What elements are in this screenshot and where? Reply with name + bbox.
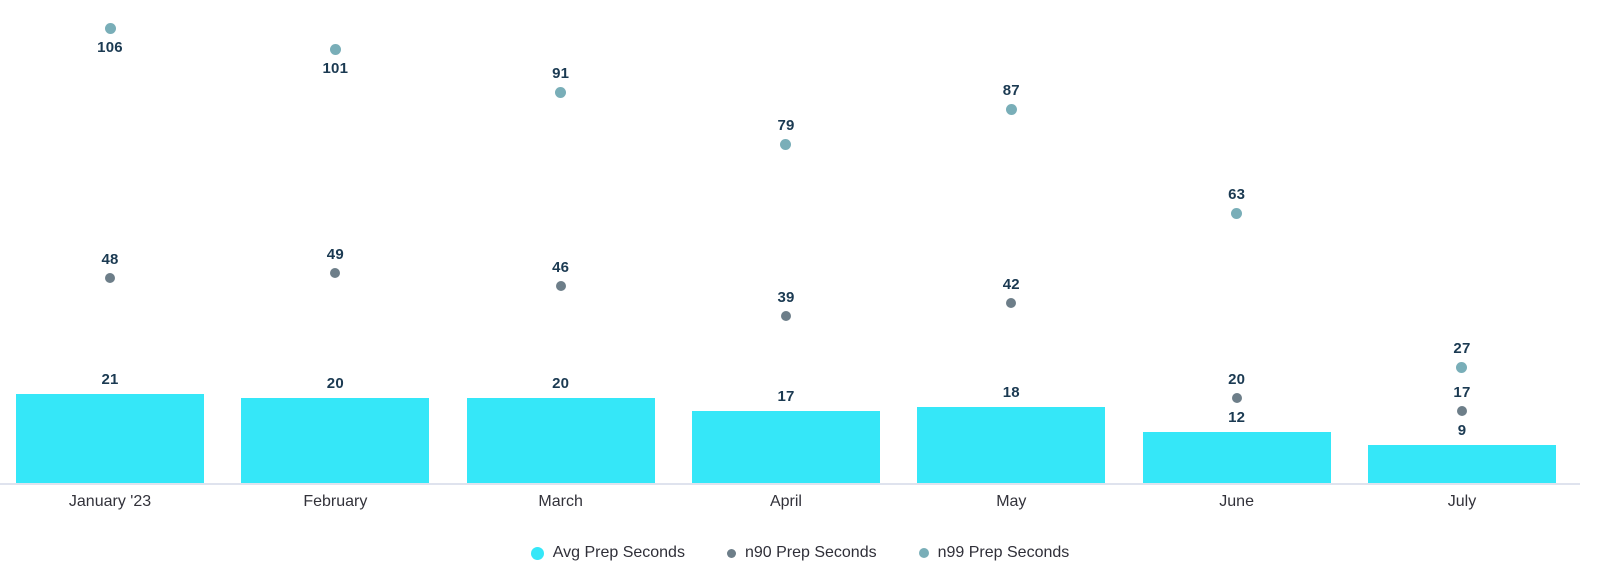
bar-avg-prep-seconds[interactable] [466,398,655,484]
legend-item-n99-prep-seconds[interactable]: n99 Prep Seconds [918,544,1070,562]
dot-value-label: 17 [1453,383,1471,401]
dot-n99-prep-seconds[interactable] [555,87,567,99]
dot-value-label: 20 [1228,371,1246,388]
legend-marker-n90-prep-seconds-icon [726,548,736,558]
legend-item-avg-prep-seconds[interactable]: Avg Prep Seconds [530,544,685,562]
legend-marker-n99-prep-seconds-icon [918,548,929,558]
dot-value-label: 27 [1453,340,1471,358]
bar-avg-prep-seconds[interactable] [1367,445,1556,484]
x-axis-line [0,483,1580,485]
dot-n99-prep-seconds[interactable] [104,22,116,34]
dot-n90-prep-seconds[interactable] [1231,393,1242,403]
dot-n90-prep-seconds[interactable] [1456,405,1467,416]
dot-n99-prep-seconds[interactable] [1456,362,1468,374]
bar-value-label: 20 [552,375,570,392]
dot-n99-prep-seconds[interactable] [1005,104,1017,116]
legend-label: n99 Prep Seconds [937,544,1070,561]
dot-value-label: 46 [552,259,570,277]
dot-value-label: 49 [326,246,344,264]
bar-value-label: 17 [777,387,795,405]
dot-n90-prep-seconds[interactable] [1006,298,1017,309]
dot-value-label: 87 [1002,82,1020,100]
legend-label: n90 Prep Seconds [744,544,877,561]
x-axis-label-july: July [1447,493,1477,510]
dot-value-label: 79 [777,116,795,134]
dot-n90-prep-seconds[interactable] [780,311,791,322]
bar-value-label: 9 [1457,422,1467,440]
bar-avg-prep-seconds[interactable] [241,398,430,484]
legend-label: Avg Prep Seconds [552,544,685,561]
dot-value-label: 91 [552,65,570,83]
bar-value-label: 20 [326,375,344,392]
bar-avg-prep-seconds[interactable] [16,393,204,484]
legend: Avg Prep Seconds n90 Prep Seconds n99 Prep… [0,544,1600,562]
dot-n90-prep-seconds[interactable] [330,268,341,279]
dot-n99-prep-seconds[interactable] [329,44,341,56]
x-axis-label-may: May [996,493,1027,510]
bar-avg-prep-seconds[interactable] [691,410,880,484]
dot-n90-prep-seconds[interactable] [555,281,566,292]
dot-value-label: 39 [777,289,795,307]
dot-value-label: 101 [322,60,349,78]
x-axis-label-march: March [538,493,583,510]
bar-avg-prep-seconds[interactable] [1142,432,1331,484]
bar-value-label: 12 [1228,409,1246,427]
bar-value-label: 18 [1002,383,1020,401]
x-axis-label-june: June [1219,493,1254,510]
legend-marker-avg-prep-seconds-icon [530,546,544,560]
dot-value-label: 63 [1228,185,1246,203]
dot-n90-prep-seconds[interactable] [105,272,115,283]
dot-n99-prep-seconds[interactable] [1231,207,1243,219]
x-axis-label-february: February [303,493,368,510]
dot-value-label: 106 [97,38,123,56]
dot-value-label: 42 [1002,276,1020,294]
bar-value-label: 21 [101,370,119,388]
legend-item-n90-prep-seconds[interactable]: n90 Prep Seconds [726,544,877,562]
dot-value-label: 48 [101,250,119,268]
x-axis-label-april: April [769,493,802,510]
x-axis-label-january-23: January '23 [68,493,152,510]
bar-avg-prep-seconds[interactable] [917,406,1106,484]
dot-n99-prep-seconds[interactable] [780,138,792,150]
